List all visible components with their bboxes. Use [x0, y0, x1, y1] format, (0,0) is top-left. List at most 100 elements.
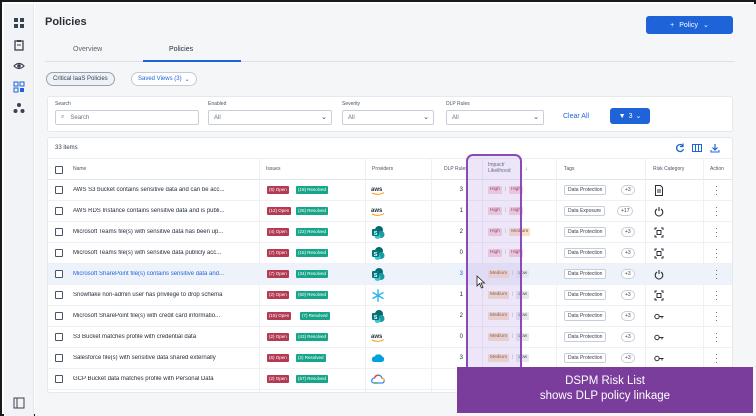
open-issues-badge[interactable]: (4) Open	[267, 228, 289, 236]
table-row[interactable]: Microsoft SharePoint file(s) with credit…	[48, 306, 732, 327]
resolved-issues-badge[interactable]: (34) Resolved	[296, 270, 329, 278]
collapse-sidebar-icon[interactable]	[13, 397, 25, 409]
resolved-issues-badge[interactable]: (60) Resolved	[296, 291, 329, 299]
table-row[interactable]: Microsoft Teams file(s) with sensitive d…	[48, 222, 732, 243]
tag-badge[interactable]: Data Protection	[564, 311, 607, 321]
column-issues[interactable]: Issues	[266, 166, 281, 172]
table-row[interactable]: AWS S3 bucket contains sensitive data an…	[48, 180, 732, 201]
row-actions-icon[interactable]: ···	[715, 287, 718, 304]
row-actions-icon[interactable]: ···	[715, 203, 718, 220]
more-tags-badge[interactable]: +3	[621, 269, 635, 279]
tag-badge[interactable]: Data Protection	[564, 290, 607, 300]
open-issues-badge[interactable]: (7) Open	[267, 270, 289, 278]
row-checkbox[interactable]	[55, 207, 63, 215]
filter-button[interactable]: ▼ 3 ⌄	[610, 108, 650, 124]
open-issues-badge[interactable]: (12) Open	[267, 207, 292, 215]
policy-name[interactable]: S3 Bucket matches profile with credentia…	[73, 334, 197, 340]
row-actions-icon[interactable]: ···	[715, 350, 718, 367]
download-icon[interactable]	[710, 143, 720, 153]
resolved-issues-badge[interactable]: (22) Resolved	[296, 228, 329, 236]
column-risk-category[interactable]: Risk Category	[653, 166, 685, 172]
open-issues-badge[interactable]: (7) Open	[267, 249, 289, 257]
dlp-rules-count[interactable]: 3	[459, 271, 463, 277]
clipboard-icon[interactable]	[13, 39, 25, 51]
dlp-rules-select[interactable]: All ⌄	[446, 110, 544, 125]
eye-icon[interactable]	[13, 60, 25, 72]
saved-views-dropdown[interactable]: Saved Views (3) ⌄	[131, 72, 197, 86]
columns-icon[interactable]	[692, 143, 702, 153]
table-row[interactable]: S3 Bucket matches profile with credentia…	[48, 327, 732, 348]
row-actions-icon[interactable]: ···	[715, 308, 718, 325]
tag-badge[interactable]: Data Protection	[564, 185, 607, 195]
table-row[interactable]: AWS RDS Instance contains sensitive data…	[48, 201, 732, 222]
tab-policies[interactable]: Policies	[169, 46, 194, 53]
more-tags-badge[interactable]: +3	[621, 353, 635, 363]
open-issues-badge[interactable]: (15) Open	[267, 312, 292, 320]
policy-name[interactable]: Salesforce file(s) with sensitive data s…	[73, 355, 216, 361]
policy-name[interactable]: Microsoft Teams file(s) with sensitive d…	[73, 250, 222, 256]
table-row[interactable]: Salesforce file(s) with sensitive data s…	[48, 348, 732, 369]
more-tags-badge[interactable]: +3	[621, 227, 635, 237]
open-issues-badge[interactable]: (2) Open	[267, 333, 289, 341]
resolved-issues-badge[interactable]: (2) Resolved	[296, 354, 326, 362]
tag-badge[interactable]: Data Protection	[564, 248, 607, 258]
resolved-issues-badge[interactable]: (43) Resolved	[296, 333, 329, 341]
dashboard-icon[interactable]	[13, 17, 25, 29]
tag-badge[interactable]: Data Protection	[564, 227, 607, 237]
column-tags[interactable]: Tags	[564, 166, 575, 172]
table-row[interactable]: Snowflake non-admin user has privilege t…	[48, 285, 732, 306]
tag-badge[interactable]: Data Exposure	[564, 206, 606, 216]
resolved-issues-badge[interactable]: (25) Resolved	[296, 207, 329, 215]
tab-overview[interactable]: Overview	[73, 46, 103, 53]
row-actions-icon[interactable]: ···	[715, 266, 718, 283]
row-checkbox[interactable]	[55, 228, 63, 236]
policy-name[interactable]: GCP Bucket data matches profile with Per…	[73, 376, 214, 382]
new-policy-button[interactable]: + Policy ⌄	[646, 16, 733, 34]
row-actions-icon[interactable]: ···	[715, 245, 718, 262]
row-checkbox[interactable]	[55, 354, 63, 362]
table-row[interactable]: Microsoft Teams file(s) with sensitive d…	[48, 243, 732, 264]
more-tags-badge[interactable]: +3	[621, 332, 635, 342]
policy-name[interactable]: Microsoft Teams file(s) with sensitive d…	[73, 229, 224, 235]
more-tags-badge[interactable]: +3	[621, 311, 635, 321]
row-checkbox[interactable]	[55, 291, 63, 299]
more-tags-badge[interactable]: +17	[617, 206, 634, 216]
column-dlp-rules[interactable]: DLP Rules	[444, 166, 468, 172]
row-checkbox[interactable]	[55, 312, 63, 320]
row-checkbox[interactable]	[55, 375, 63, 383]
more-tags-badge[interactable]: +3	[621, 248, 635, 258]
row-actions-icon[interactable]: ···	[715, 224, 718, 241]
row-actions-icon[interactable]: ···	[715, 182, 718, 199]
column-name[interactable]: Name	[73, 166, 87, 172]
resolved-issues-badge[interactable]: (19) Resolved	[296, 186, 329, 194]
open-issues-badge[interactable]: (5) Open	[267, 186, 289, 194]
more-tags-badge[interactable]: +3	[621, 185, 635, 195]
policy-name[interactable]: AWS S3 bucket contains sensitive data an…	[73, 187, 225, 193]
row-checkbox[interactable]	[55, 249, 63, 257]
table-row[interactable]: Microsoft SharePoint file(s) contains se…	[48, 264, 732, 285]
row-actions-icon[interactable]: ···	[715, 329, 718, 346]
more-tags-badge[interactable]: +3	[621, 290, 635, 300]
search-input[interactable]: ⌕ Search	[55, 110, 199, 125]
refresh-icon[interactable]	[675, 143, 685, 153]
network-icon[interactable]	[13, 102, 25, 114]
resolved-issues-badge[interactable]: (7) Resolved	[300, 312, 330, 320]
resolved-issues-badge[interactable]: (67) Resolved	[296, 375, 329, 383]
row-checkbox[interactable]	[55, 186, 63, 194]
critical-iaas-chip[interactable]: Critical IaaS Policies	[46, 72, 115, 86]
policy-name[interactable]: Microsoft SharePoint file(s) with credit…	[73, 313, 221, 319]
open-issues-badge[interactable]: (2) Open	[267, 291, 289, 299]
tag-badge[interactable]: Data Protection	[564, 269, 607, 279]
severity-select[interactable]: All ⌄	[342, 110, 434, 125]
clear-all-link[interactable]: Clear All	[563, 113, 590, 120]
open-issues-badge[interactable]: (6) Open	[267, 354, 289, 362]
enabled-select[interactable]: All ⌄	[208, 110, 332, 125]
open-issues-badge[interactable]: (2) Open	[267, 375, 289, 383]
row-checkbox[interactable]	[55, 333, 63, 341]
column-providers[interactable]: Providers	[372, 166, 394, 172]
select-all-checkbox[interactable]	[55, 166, 63, 174]
row-checkbox[interactable]	[55, 270, 63, 278]
policy-name[interactable]: Microsoft SharePoint file(s) contains se…	[73, 271, 225, 277]
tag-badge[interactable]: Data Protection	[564, 332, 607, 342]
sort-desc-icon[interactable]: ↓	[525, 166, 528, 172]
